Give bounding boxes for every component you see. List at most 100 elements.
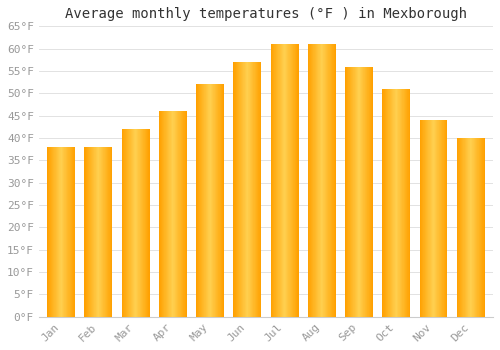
Bar [443, 120, 444, 317]
Bar [461, 138, 462, 317]
Bar [308, 44, 309, 317]
Bar [309, 44, 310, 317]
Bar [89, 147, 90, 317]
Bar [96, 147, 98, 317]
Bar [258, 62, 259, 317]
Bar [464, 138, 465, 317]
Bar [71, 147, 72, 317]
Bar [312, 44, 313, 317]
Bar [364, 66, 365, 317]
Bar [210, 84, 211, 317]
Bar [383, 89, 384, 317]
Bar [213, 84, 214, 317]
Bar [335, 44, 336, 317]
Bar [208, 84, 209, 317]
Bar [391, 89, 392, 317]
Bar [423, 120, 424, 317]
Bar [400, 89, 402, 317]
Bar [296, 44, 297, 317]
Bar [404, 89, 405, 317]
Title: Average monthly temperatures (°F ) in Mexborough: Average monthly temperatures (°F ) in Me… [65, 7, 467, 21]
Bar [206, 84, 208, 317]
Bar [100, 147, 101, 317]
Bar [61, 147, 62, 317]
Bar [468, 138, 469, 317]
Bar [294, 44, 295, 317]
Bar [427, 120, 428, 317]
Bar [139, 129, 140, 317]
Bar [142, 129, 143, 317]
Bar [317, 44, 318, 317]
Bar [386, 89, 387, 317]
Bar [236, 62, 238, 317]
Bar [271, 44, 272, 317]
Bar [314, 44, 315, 317]
Bar [136, 129, 138, 317]
Bar [254, 62, 255, 317]
Bar [148, 129, 149, 317]
Bar [211, 84, 212, 317]
Bar [478, 138, 479, 317]
Bar [129, 129, 130, 317]
Bar [481, 138, 482, 317]
Bar [467, 138, 468, 317]
Bar [330, 44, 332, 317]
Bar [433, 120, 434, 317]
Bar [247, 62, 248, 317]
Bar [409, 89, 410, 317]
Bar [287, 44, 288, 317]
Bar [222, 84, 223, 317]
Bar [466, 138, 467, 317]
Bar [321, 44, 322, 317]
Bar [316, 44, 317, 317]
Bar [126, 129, 127, 317]
Bar [459, 138, 460, 317]
Bar [357, 66, 358, 317]
Bar [432, 120, 433, 317]
Bar [447, 120, 448, 317]
Bar [283, 44, 284, 317]
Bar [256, 62, 257, 317]
Bar [346, 66, 348, 317]
Bar [110, 147, 111, 317]
Bar [103, 147, 104, 317]
Bar [219, 84, 220, 317]
Bar [370, 66, 372, 317]
Bar [355, 66, 356, 317]
Bar [179, 111, 180, 317]
Bar [390, 89, 391, 317]
Bar [365, 66, 366, 317]
Bar [245, 62, 246, 317]
Bar [54, 147, 55, 317]
Bar [430, 120, 431, 317]
Bar [483, 138, 484, 317]
Bar [243, 62, 244, 317]
Bar [66, 147, 68, 317]
Bar [260, 62, 262, 317]
Bar [319, 44, 320, 317]
Bar [482, 138, 483, 317]
Bar [68, 147, 69, 317]
Bar [322, 44, 323, 317]
Bar [124, 129, 125, 317]
Bar [173, 111, 174, 317]
Bar [388, 89, 389, 317]
Bar [92, 147, 93, 317]
Bar [55, 147, 56, 317]
Bar [332, 44, 333, 317]
Bar [108, 147, 109, 317]
Bar [362, 66, 363, 317]
Bar [363, 66, 364, 317]
Bar [444, 120, 445, 317]
Bar [216, 84, 217, 317]
Bar [163, 111, 164, 317]
Bar [73, 147, 74, 317]
Bar [353, 66, 354, 317]
Bar [292, 44, 293, 317]
Bar [196, 84, 197, 317]
Bar [69, 147, 70, 317]
Bar [87, 147, 88, 317]
Bar [281, 44, 282, 317]
Bar [460, 138, 461, 317]
Bar [123, 129, 124, 317]
